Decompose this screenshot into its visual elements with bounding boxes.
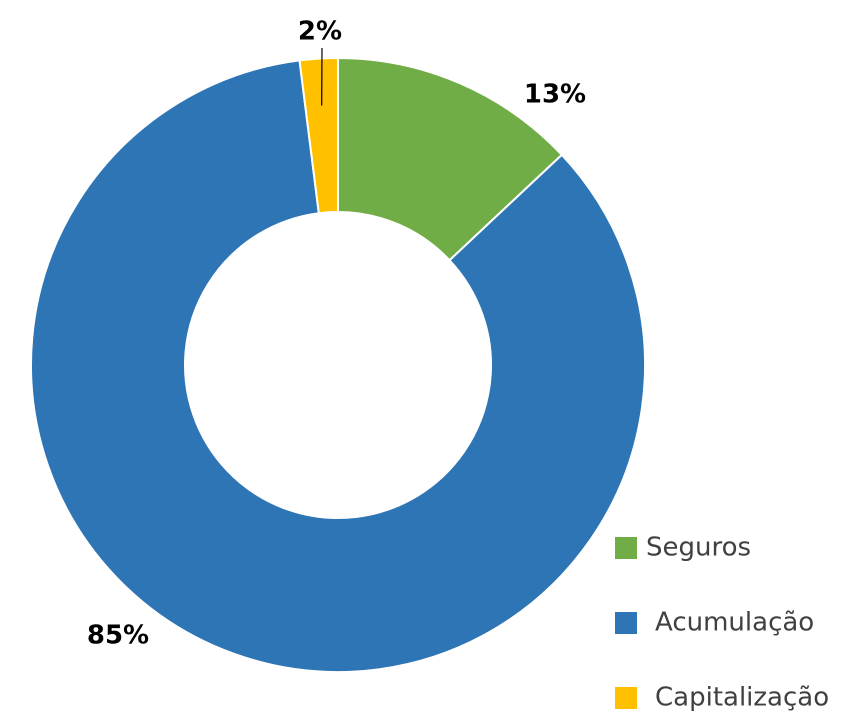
slice <box>337 56 564 262</box>
value-label: 85% <box>87 621 149 651</box>
value-label: 2% <box>298 17 342 47</box>
legend-swatch <box>615 612 637 634</box>
legend-label: Seguros <box>646 533 751 563</box>
slice <box>30 59 646 673</box>
legend-swatch <box>615 687 637 709</box>
legend-swatch <box>615 537 637 559</box>
legend-label: Capitalização <box>655 683 829 713</box>
slice <box>298 56 339 215</box>
legend-label: Acumulação <box>655 608 814 638</box>
value-label: 13% <box>524 80 586 110</box>
